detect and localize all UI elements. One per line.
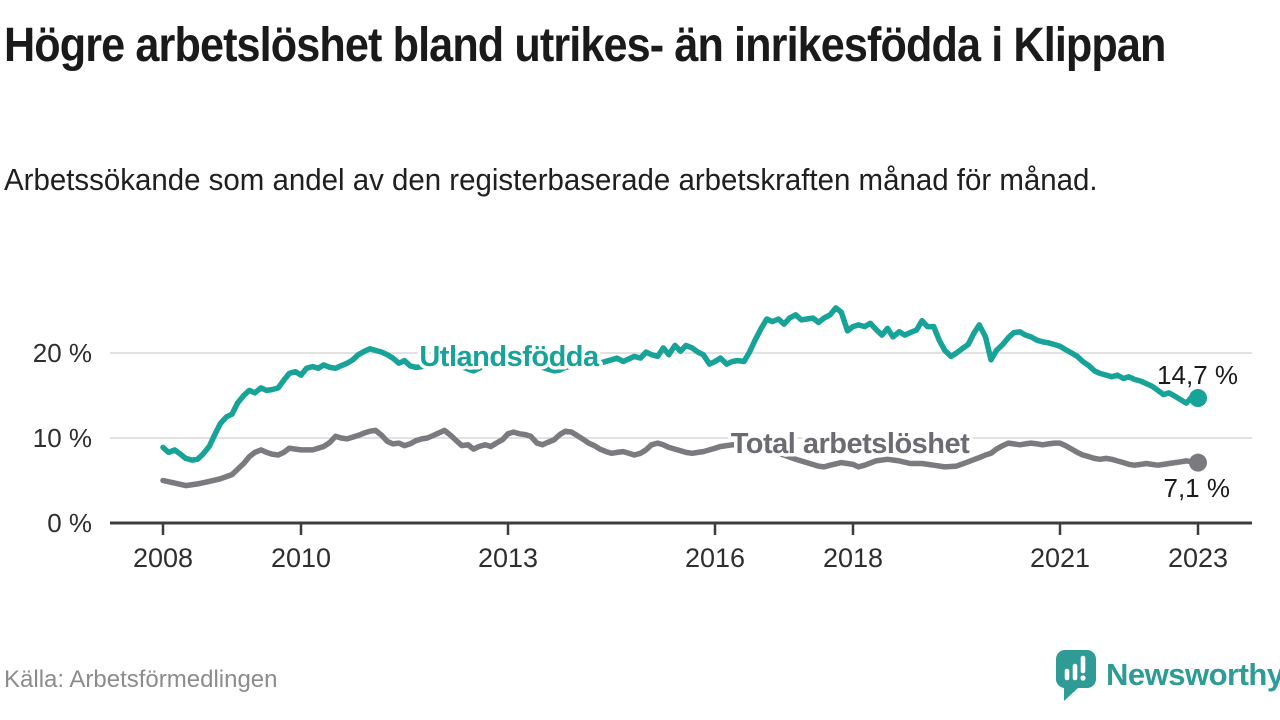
exclamation-dot: [1080, 675, 1086, 681]
series-end-dot-utlandsfodda: [1189, 389, 1207, 408]
series-end-value-total-arbetsloshet: 7,1 %: [1164, 473, 1231, 503]
x-tick-label-2023: 2023: [1168, 543, 1228, 573]
newsworthy-logo: Newsworthy: [1056, 650, 1280, 702]
x-tick-label-2010: 2010: [271, 543, 331, 573]
x-tick-label-2018: 2018: [823, 543, 883, 573]
y-tick-label-20: 20 %: [33, 338, 92, 368]
series-line-total-arbetsloshet: [160, 427, 1201, 489]
series-label-utlandsfodda: Utlandsfödda: [419, 341, 600, 373]
series-label-total-arbetsloshet: Total arbetslöshet: [731, 428, 970, 460]
x-tick-label-2021: 2021: [1030, 543, 1090, 573]
y-tick-label-0: 0 %: [47, 508, 92, 538]
x-tick-label-2013: 2013: [478, 543, 538, 573]
source-label: Källa: Arbetsförmedlingen: [4, 666, 278, 693]
y-tick-label-10: 10 %: [33, 423, 92, 453]
series-end-value-utlandsfodda: 14,7 %: [1157, 360, 1238, 390]
brand-name: Newsworthy: [1106, 657, 1280, 692]
page-title: Högre arbetslöshet bland utrikes- än inr…: [4, 19, 1166, 72]
series-line-utlandsfodda: [160, 305, 1201, 463]
series-end-dot-total-arbetsloshet: [1189, 453, 1207, 472]
page-subtitle: Arbetssökande som andel av den registerb…: [4, 162, 1098, 197]
newsworthy-logo-icon: [1056, 650, 1096, 701]
x-tick-label-2008: 2008: [133, 543, 193, 573]
x-tick-label-2016: 2016: [685, 543, 745, 573]
unemployment-line-chart: 2008 2010 2013 2016 2018 2021 2023 0 % 10 % 20 % U…: [33, 305, 1252, 573]
